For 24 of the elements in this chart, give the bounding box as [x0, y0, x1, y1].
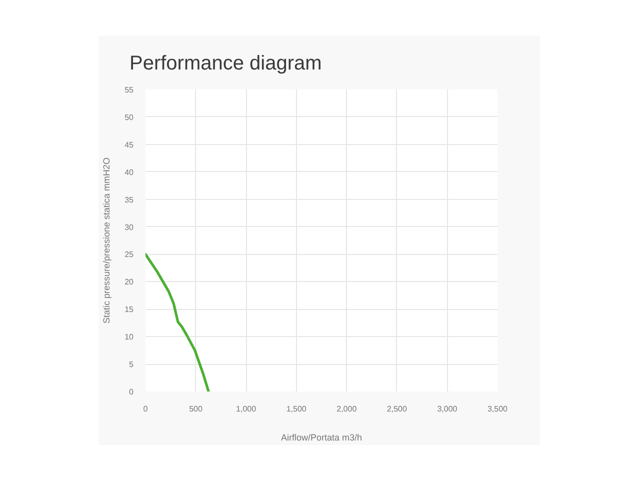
y-tick-label: 10	[124, 332, 134, 342]
line-series	[146, 252, 210, 392]
x-tick-label: 1,500	[286, 404, 307, 414]
y-tick-label: 25	[124, 250, 134, 260]
y-tick-label: 45	[124, 140, 134, 150]
y-tick-label: 50	[124, 112, 134, 122]
x-tick-label: 2,000	[336, 404, 358, 414]
x-tick-label: 0	[143, 404, 148, 414]
y-tick-label: 0	[129, 388, 134, 396]
y-tick-label: 5	[129, 360, 134, 370]
y-tick-label: 20	[124, 278, 134, 287]
y-tick-label: 40	[124, 168, 134, 177]
y-tick-label: 35	[124, 195, 134, 204]
y-axis-title: Static pressure/pressione statica mmH2O	[102, 157, 112, 324]
chart-title: Performance diagram	[130, 52, 322, 74]
x-tick-label: 500	[189, 404, 204, 414]
x-tick-label: 2,500	[386, 404, 408, 414]
x-tick-label: 3,000	[437, 404, 458, 414]
y-tick-label: 30	[124, 222, 134, 232]
y-tick-label: 15	[124, 305, 134, 314]
y-tick-label: 55	[124, 86, 134, 94]
x-tick-label: 3,500	[487, 404, 508, 414]
x-axis-title: Airflow/Portata m3/h	[280, 432, 362, 442]
x-tick-label: 1,000	[236, 404, 257, 414]
